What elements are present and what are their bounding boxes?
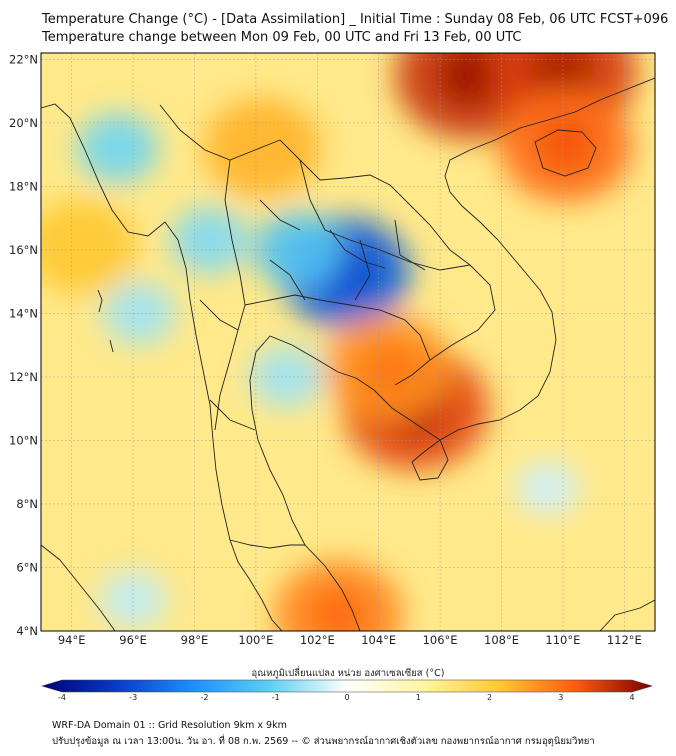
colorbar-tick-label: 4	[629, 693, 634, 702]
temperature-anomaly-core	[436, 53, 505, 106]
colorbar-tick-label: -1	[272, 693, 280, 702]
lat-tick-label: 6°N	[16, 560, 38, 574]
lat-tick-label: 4°N	[16, 624, 38, 638]
colorbar	[40, 679, 654, 693]
temperature-anomaly-blob	[41, 199, 137, 295]
footer-credit: ปรับปรุงข้อมูล ณ เวลา 13:00น. วัน อา. ที…	[52, 736, 595, 747]
lat-tick-label: 12°N	[9, 370, 38, 384]
colorbar-tick-label: -3	[129, 693, 137, 702]
map-title-line1: Temperature Change (°C) - [Data Assimila…	[42, 12, 669, 27]
temperature-anomaly-blob	[515, 460, 580, 516]
colorbar-ticks: -4 -3 -2 -1 0 1 2 3 4	[58, 693, 635, 702]
colorbar-tick-label: -2	[201, 693, 209, 702]
colorbar-tick-label: 2	[487, 693, 492, 702]
colorbar-tick-label: 3	[558, 693, 563, 702]
temperature-anomaly-core	[309, 589, 368, 631]
lat-tick-label: 16°N	[9, 243, 38, 257]
lat-tick-label: 20°N	[9, 116, 38, 130]
coastlines	[41, 77, 655, 631]
plot-frame	[40, 52, 656, 632]
lat-tick-label: 14°N	[9, 306, 38, 320]
lon-tick-label: 94°E	[58, 633, 86, 647]
lon-tick-label: 100°E	[238, 633, 273, 647]
lon-tick-label: 112°E	[607, 633, 642, 647]
latitude-axis: 22°N 20°N 18°N 16°N 14°N 12°N 10°N 8°N 6°N 4°N	[9, 52, 38, 638]
lon-tick-label: 108°E	[484, 633, 519, 647]
lon-tick-label: 110°E	[545, 633, 580, 647]
lon-tick-label: 98°E	[181, 633, 209, 647]
colorbar-tick-label: 0	[344, 693, 349, 702]
lat-tick-label: 18°N	[9, 179, 38, 193]
temperature-anomaly-core	[359, 342, 417, 393]
colorbar-tick-label: 1	[416, 693, 421, 702]
lon-tick-label: 106°E	[423, 633, 458, 647]
colorbar-tick-label: -4	[58, 693, 66, 702]
lat-tick-label: 8°N	[16, 497, 38, 511]
lon-tick-label: 102°E	[300, 633, 335, 647]
temperature-anomaly-blob	[102, 282, 176, 345]
lon-tick-label: 104°E	[361, 633, 396, 647]
longitude-axis: 94°E 96°E 98°E 100°E 102°E 104°E 106°E 108°E 110…	[58, 633, 642, 647]
map-title-line2: Temperature change between Mon 09 Feb, 0…	[42, 30, 522, 45]
temperature-anomaly-blob	[203, 98, 321, 199]
lat-tick-label: 22°N	[9, 52, 38, 66]
colorbar-label: อุณหภูมิเปลี่ยนแปลง หน่วย องศาเซลเซียส (…	[252, 666, 445, 679]
footer-model-info: WRF-DA Domain 01 :: Grid Resolution 9km …	[52, 720, 287, 731]
lon-tick-label: 96°E	[119, 633, 147, 647]
temperature-anomaly-blob	[77, 113, 159, 183]
lat-tick-label: 10°N	[9, 433, 38, 447]
temperature-anomaly-core	[535, 118, 597, 172]
temperature-anomaly-blob	[99, 570, 167, 628]
